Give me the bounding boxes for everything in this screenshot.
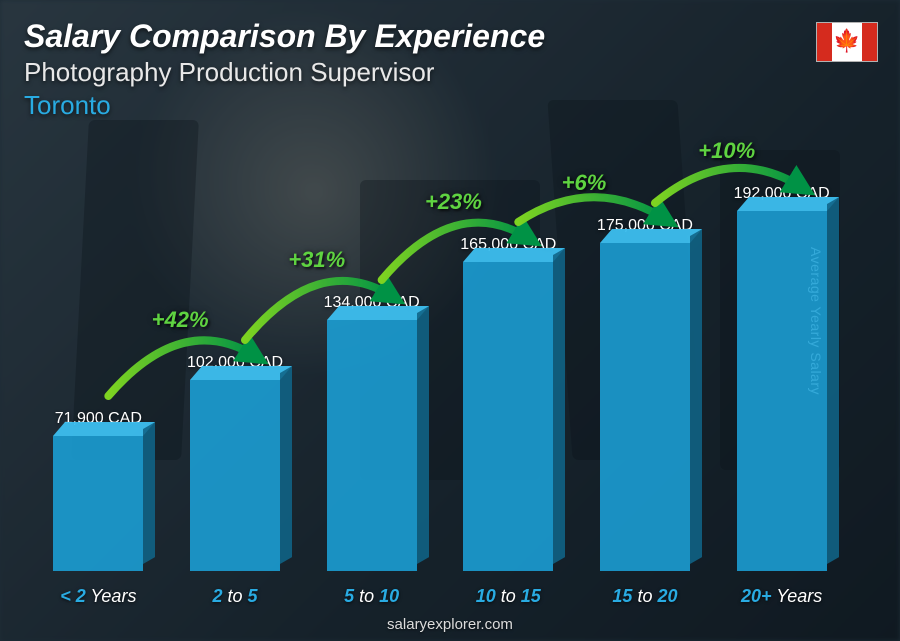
bar <box>463 262 553 571</box>
bar-group: 102,000 CAD <box>175 354 295 571</box>
header: Salary Comparison By Experience Photogra… <box>24 18 810 121</box>
chart-location: Toronto <box>24 90 810 121</box>
flag-band-left <box>817 23 832 61</box>
category-label: < 2 Years <box>38 586 158 607</box>
bar <box>737 211 827 571</box>
bar-group: 71,900 CAD <box>38 410 158 571</box>
bar-group: 165,000 CAD <box>448 236 568 571</box>
bar-group: 134,000 CAD <box>312 294 432 571</box>
bar-front-face <box>600 243 690 571</box>
category-label: 20+ Years <box>722 586 842 607</box>
bar-group: 192,000 CAD <box>722 185 842 571</box>
bar <box>190 380 280 571</box>
bar-top-face <box>53 422 155 436</box>
flag-band-right <box>862 23 877 61</box>
bar-side-face <box>553 248 565 564</box>
chart-title: Salary Comparison By Experience <box>24 18 810 55</box>
bar-chart: 71,900 CAD102,000 CAD134,000 CAD165,000 … <box>30 150 850 571</box>
bar-top-face <box>600 229 702 243</box>
bar-top-face <box>327 306 429 320</box>
flag-center: 🍁 <box>832 23 862 61</box>
bar-side-face <box>690 229 702 564</box>
category-label: 10 to 15 <box>448 586 568 607</box>
bar-side-face <box>280 366 292 564</box>
bar <box>327 320 417 571</box>
bar-group: 175,000 CAD <box>585 217 705 571</box>
bar-side-face <box>827 197 839 564</box>
bar-side-face <box>143 422 155 564</box>
footer-source: salaryexplorer.com <box>0 616 900 633</box>
bar-side-face <box>417 306 429 564</box>
bar <box>53 436 143 571</box>
category-label: 2 to 5 <box>175 586 295 607</box>
country-flag-icon: 🍁 <box>816 22 878 62</box>
category-label: 5 to 10 <box>312 586 432 607</box>
bar <box>600 243 690 571</box>
category-labels: < 2 Years 2 to 5 5 to 10 10 to 15 15 to 20 20… <box>30 586 850 607</box>
category-label: 15 to 20 <box>585 586 705 607</box>
bar-front-face <box>53 436 143 571</box>
chart-subtitle: Photography Production Supervisor <box>24 57 810 88</box>
bar-front-face <box>327 320 417 571</box>
bar-front-face <box>737 211 827 571</box>
bar-front-face <box>190 380 280 571</box>
bar-front-face <box>463 262 553 571</box>
bar-top-face <box>463 248 565 262</box>
maple-leaf-icon: 🍁 <box>833 30 860 52</box>
bars-container: 71,900 CAD102,000 CAD134,000 CAD165,000 … <box>30 150 850 571</box>
bar-top-face <box>190 366 292 380</box>
bar-top-face <box>737 197 839 211</box>
